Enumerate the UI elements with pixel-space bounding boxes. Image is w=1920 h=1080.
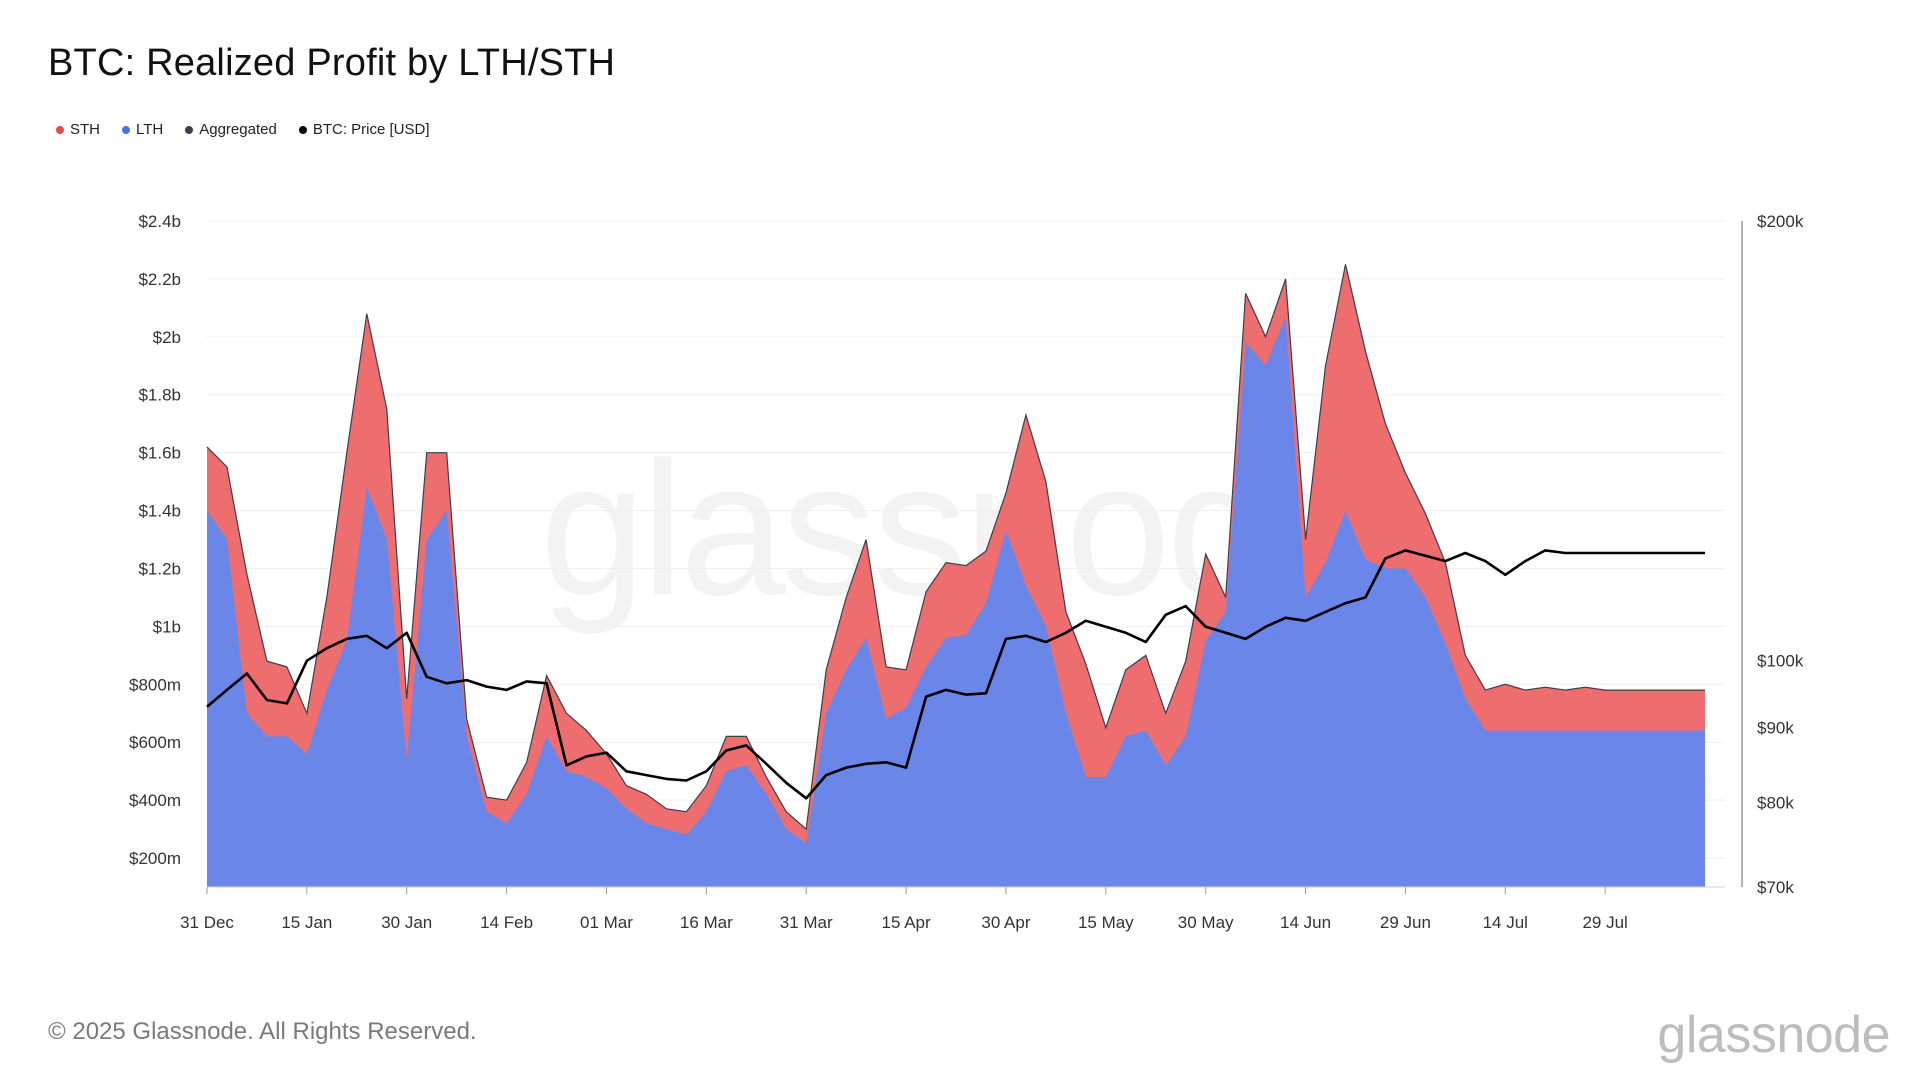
y-right-tick-label: $70k xyxy=(1757,878,1794,897)
x-tick-label: 01 Mar xyxy=(580,913,633,932)
y-tick-label: $200m xyxy=(129,849,181,868)
copyright-text: © 2025 Glassnode. All Rights Reserved. xyxy=(48,1018,477,1045)
y-tick-label: $1.8b xyxy=(138,386,181,405)
y-tick-label: $400m xyxy=(129,791,181,810)
y-tick-label: $1b xyxy=(153,617,181,636)
x-tick-label: 29 Jun xyxy=(1380,913,1431,932)
x-tick-label: 15 May xyxy=(1078,913,1134,932)
legend-dot-aggregated xyxy=(185,125,194,134)
x-tick-label: 29 Jul xyxy=(1582,913,1627,932)
y-right-tick-label: $200k xyxy=(1757,212,1804,231)
legend-item-lth[interactable]: LTH xyxy=(122,121,163,138)
y-right-tick-label: $100k xyxy=(1757,652,1804,671)
y-axis-right: $70k $80k $90k $100k $200k xyxy=(1757,212,1804,897)
lth-area xyxy=(207,316,1706,888)
x-axis: 31 Dec 15 Jan 30 Jan 14 Feb 01 Mar 16 Mar 31 M… xyxy=(180,887,1628,932)
y-tick-label: $2b xyxy=(153,328,181,347)
y-tick-label: $800m xyxy=(129,675,181,694)
x-tick-label: 15 Jan xyxy=(281,913,332,932)
x-tick-label: 30 May xyxy=(1178,913,1234,932)
x-tick-label: 15 Apr xyxy=(882,913,931,932)
y-right-tick-label: $90k xyxy=(1757,719,1794,738)
glassnode-logo[interactable]: glassnode xyxy=(1657,1006,1890,1064)
x-tick-label: 31 Mar xyxy=(780,913,833,932)
legend-item-aggregated[interactable]: Aggregated xyxy=(185,121,277,138)
legend-dot-price xyxy=(298,125,307,134)
legend-dot-lth xyxy=(122,125,130,134)
y-right-tick-label: $80k xyxy=(1757,793,1794,812)
legend-label-price: BTC: Price [USD] xyxy=(312,121,430,138)
chart-title: BTC: Realized Profit by LTH/STH xyxy=(48,42,616,84)
aggregated-line xyxy=(206,264,1705,831)
y-tick-label: $1.6b xyxy=(138,444,181,463)
x-tick-label: 31 Dec xyxy=(180,913,234,932)
x-tick-label: 14 Jul xyxy=(1483,913,1528,932)
legend-label-lth: LTH xyxy=(136,121,164,138)
legend-label-sth: STH xyxy=(70,121,100,138)
y-tick-label: $600m xyxy=(129,733,181,752)
y-tick-label: $2.4b xyxy=(138,212,181,231)
x-tick-label: 14 Jun xyxy=(1280,913,1331,932)
price-line xyxy=(206,549,1705,800)
legend-dot-sth xyxy=(56,125,64,134)
y-tick-label: $1.2b xyxy=(138,559,181,578)
y-axis-left: $200m $400m $600m $800m $1b $1.2b $1.4b $1.6b $1… xyxy=(129,212,181,868)
x-tick-label: 16 Mar xyxy=(680,913,733,932)
y-tick-label: $2.2b xyxy=(138,270,181,289)
legend-item-price[interactable]: BTC: Price [USD] xyxy=(298,121,430,138)
x-tick-label: 30 Jan xyxy=(381,913,432,932)
legend-label-aggregated: Aggregated xyxy=(199,121,277,138)
x-tick-label: 30 Apr xyxy=(981,913,1030,932)
x-tick-label: 14 Feb xyxy=(480,913,533,932)
legend-item-sth[interactable]: STH xyxy=(56,121,100,138)
y-tick-label: $1.4b xyxy=(138,502,181,521)
legend: STH LTH Aggregated BTC: Price [USD] xyxy=(56,121,430,138)
